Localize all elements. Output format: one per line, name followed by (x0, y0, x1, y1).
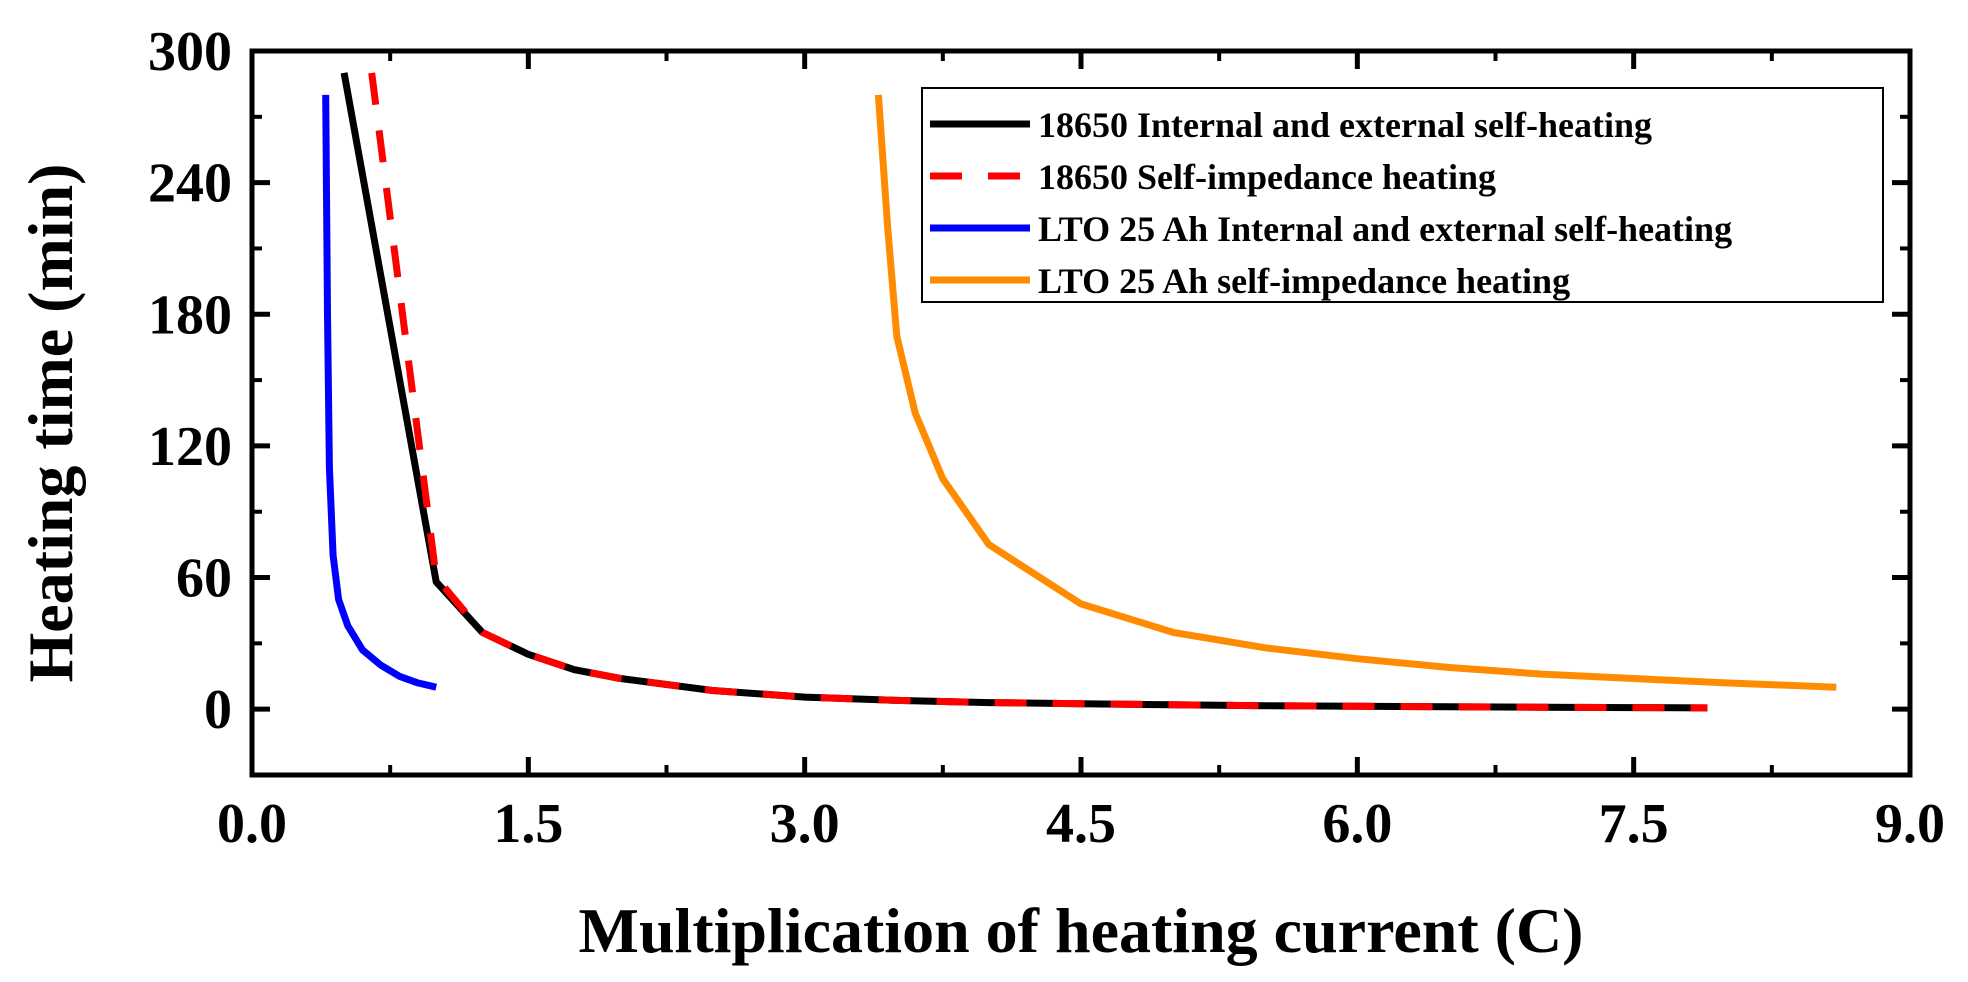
y-tick-label: 180 (148, 284, 232, 346)
legend-label-0: 18650 Internal and external self-heating (1038, 105, 1652, 145)
legend: 18650 Internal and external self-heating… (921, 87, 1884, 303)
legend-box (921, 87, 1884, 303)
x-tick-label: 6.0 (1322, 793, 1392, 855)
x-axis-title: Multiplication of heating current (C) (579, 895, 1584, 966)
legend-label-2: LTO 25 Ah Internal and external self-hea… (1038, 209, 1732, 249)
legend-label-1: 18650 Self-impedance heating (1038, 157, 1496, 197)
series-line-2 (322, 94, 437, 691)
series-line-1 (368, 72, 1708, 712)
x-tick-label: 7.5 (1599, 793, 1669, 855)
x-tick-label: 1.5 (493, 793, 563, 855)
x-tick-label: 4.5 (1046, 793, 1116, 855)
legend-label-3: LTO 25 Ah self-impedance heating (1038, 261, 1570, 301)
series-layer (322, 72, 1837, 712)
y-tick-label: 60 (176, 548, 232, 610)
x-axis: 0.0 1.5 3.0 4.5 6.0 7.5 9.0 (217, 51, 1945, 855)
y-tick-label: 120 (148, 416, 232, 478)
y-axis-title: Heating time (min) (15, 164, 86, 683)
x-tick-label: 3.0 (770, 793, 840, 855)
y-tick-label: 300 (148, 21, 232, 83)
y-tick-label: 240 (148, 153, 232, 215)
y-axis: 0 60 120 180 240 300 (148, 21, 1910, 741)
series-line-3 (874, 94, 1837, 691)
x-tick-label: 0.0 (217, 793, 287, 855)
x-tick-label: 9.0 (1875, 793, 1945, 855)
y-tick-label: 0 (204, 679, 232, 741)
